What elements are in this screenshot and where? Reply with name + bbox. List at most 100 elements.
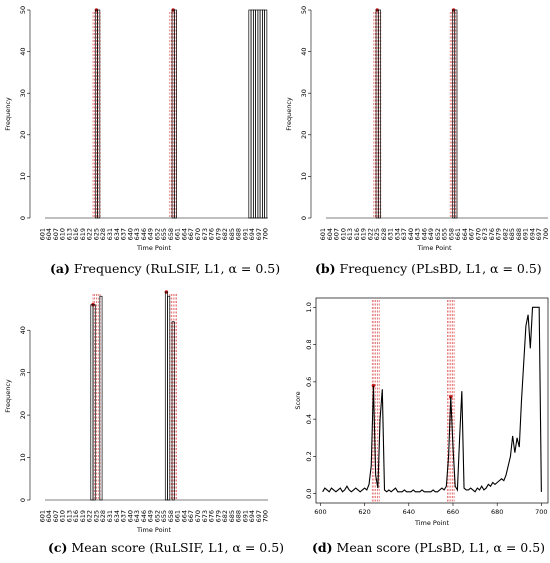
y-tick-label: 0.2 (305, 451, 313, 461)
caption-letter: (d) (312, 540, 333, 555)
x-tick-label: 643 (133, 228, 141, 240)
caption-text: Mean score (RuLSIF, L1, α = 0.5) (67, 540, 284, 555)
panel-b-frequency-plsbd: 0 10 20 30 40 50 60160460761061361661962262562… (285, 6, 550, 276)
x-tick-label: 607 (333, 228, 341, 240)
x-tick-label: 640 (126, 510, 134, 522)
x-tick-label: 613 (346, 228, 354, 240)
x-tick-label: 660 (447, 508, 459, 516)
x-tick-label: 619 (360, 228, 368, 240)
x-tick-label: 682 (221, 510, 229, 522)
x-tick-label: 700 (535, 508, 547, 516)
x-tick-label: 622 (86, 228, 94, 240)
x-tick-label: 649 (147, 228, 155, 240)
x-tick-label: 694 (248, 510, 256, 522)
y-tick-label: 40 (19, 326, 27, 334)
x-tick-label: 616 (72, 510, 80, 522)
x-tick-label: 604 (45, 510, 53, 522)
x-tick-label: 700 (262, 228, 270, 240)
y-axis-label: Score (294, 391, 302, 409)
x-tick-label: 625 (92, 228, 100, 240)
x-tick-label: 658 (447, 228, 455, 240)
x-tick-label: 661 (174, 510, 182, 522)
y-axis-label: Frequency (4, 97, 12, 131)
x-tick-label: 616 (353, 228, 361, 240)
x-tick-label: 631 (106, 228, 114, 240)
y-tick-label: 20 (19, 131, 27, 139)
y-tick-label: 30 (19, 89, 27, 97)
x-tick-label: 634 (113, 228, 121, 240)
x-tick-label: 664 (180, 228, 188, 240)
y-tick-label: 0.8 (305, 339, 313, 349)
x-tick-label: 613 (65, 228, 73, 240)
x-tick-label: 670 (474, 228, 482, 240)
x-tick-label: 643 (133, 510, 141, 522)
x-tick-label: 628 (380, 228, 388, 240)
caption-letter: (c) (48, 540, 67, 555)
x-tick-label: 658 (167, 510, 175, 522)
x-tick-label: 604 (326, 228, 334, 240)
x-tick-label: 600 (314, 508, 326, 516)
y-tick-label: 30 (300, 89, 308, 97)
x-tick-label: 655 (160, 228, 168, 240)
caption: (b) Frequency (PLsBD, L1, α = 0.5) (315, 261, 542, 276)
x-tick-label: 697 (255, 510, 263, 522)
x-tick-label: 700 (542, 228, 550, 240)
y-tick-label: 0 (19, 216, 27, 220)
x-tick-label: 625 (373, 228, 381, 240)
x-tick-label: 622 (366, 228, 374, 240)
y-tick-label: 0.0 (305, 489, 313, 499)
x-tick-label: 676 (208, 228, 216, 240)
x-tick-label: 673 (201, 510, 209, 522)
caption: (a) Frequency (RuLSIF, L1, α = 0.5) (50, 261, 280, 276)
x-tick-label: 685 (508, 228, 516, 240)
y-axis-label: Frequency (4, 379, 12, 413)
x-tick-label: 634 (393, 228, 401, 240)
x-tick-label: 685 (228, 510, 236, 522)
x-tick-label: 673 (481, 228, 489, 240)
x-tick-label: 673 (201, 228, 209, 240)
x-tick-label: 670 (194, 510, 202, 522)
y-tick-label: 10 (19, 172, 27, 180)
panel-c-mean-score-rulsif: 0102030406016046076106136166196226256286… (4, 290, 284, 555)
x-tick-label: 613 (65, 510, 73, 522)
x-tick-label: 680 (491, 508, 503, 516)
x-tick-label: 676 (208, 510, 216, 522)
bar (99, 295, 103, 501)
x-tick-label: 601 (38, 228, 46, 240)
y-tick-label: 50 (19, 6, 27, 14)
x-tick-label: 667 (187, 228, 195, 240)
x-tick-label: 691 (241, 510, 249, 522)
x-tick-label: 604 (45, 228, 53, 240)
x-tick-label: 667 (187, 510, 195, 522)
y-tick-label: 30 (19, 369, 27, 377)
x-tick-label: 670 (194, 228, 202, 240)
x-tick-label: 631 (106, 510, 114, 522)
x-tick-label: 658 (167, 228, 175, 240)
panel-d-mean-score-plsbd: 0.0 0.2 0.4 0.6 0.8 1.0 600 620 640 660 680 700 Time… (294, 297, 549, 555)
x-tick-label: 652 (153, 228, 161, 240)
x-tick-label: 634 (113, 510, 121, 522)
x-tick-label: 652 (434, 228, 442, 240)
y-tick-label: 0.6 (305, 377, 313, 387)
x-tick-label: 691 (522, 228, 530, 240)
bar (173, 9, 177, 219)
x-tick-label: 640 (403, 508, 415, 516)
x-tick-label: 661 (174, 228, 182, 240)
x-tick-label: 694 (528, 228, 536, 240)
x-tick-label: 664 (180, 510, 188, 522)
x-tick-label: 661 (454, 228, 462, 240)
x-tick-label: 649 (147, 510, 155, 522)
x-tick-label: 637 (120, 228, 128, 240)
caption-text: Frequency (RuLSIF, L1, α = 0.5) (70, 261, 280, 276)
x-axis-label: Time Point (136, 244, 172, 252)
x-tick-label: 622 (86, 510, 94, 522)
y-tick-label: 0.4 (305, 414, 313, 424)
bar (171, 321, 175, 501)
x-tick-label: 625 (92, 510, 100, 522)
x-tick-label: 688 (515, 228, 523, 240)
x-tick-label: 631 (387, 228, 395, 240)
x-tick-label: 607 (52, 228, 60, 240)
x-tick-label: 620 (358, 508, 370, 516)
x-tick-label: 676 (488, 228, 496, 240)
